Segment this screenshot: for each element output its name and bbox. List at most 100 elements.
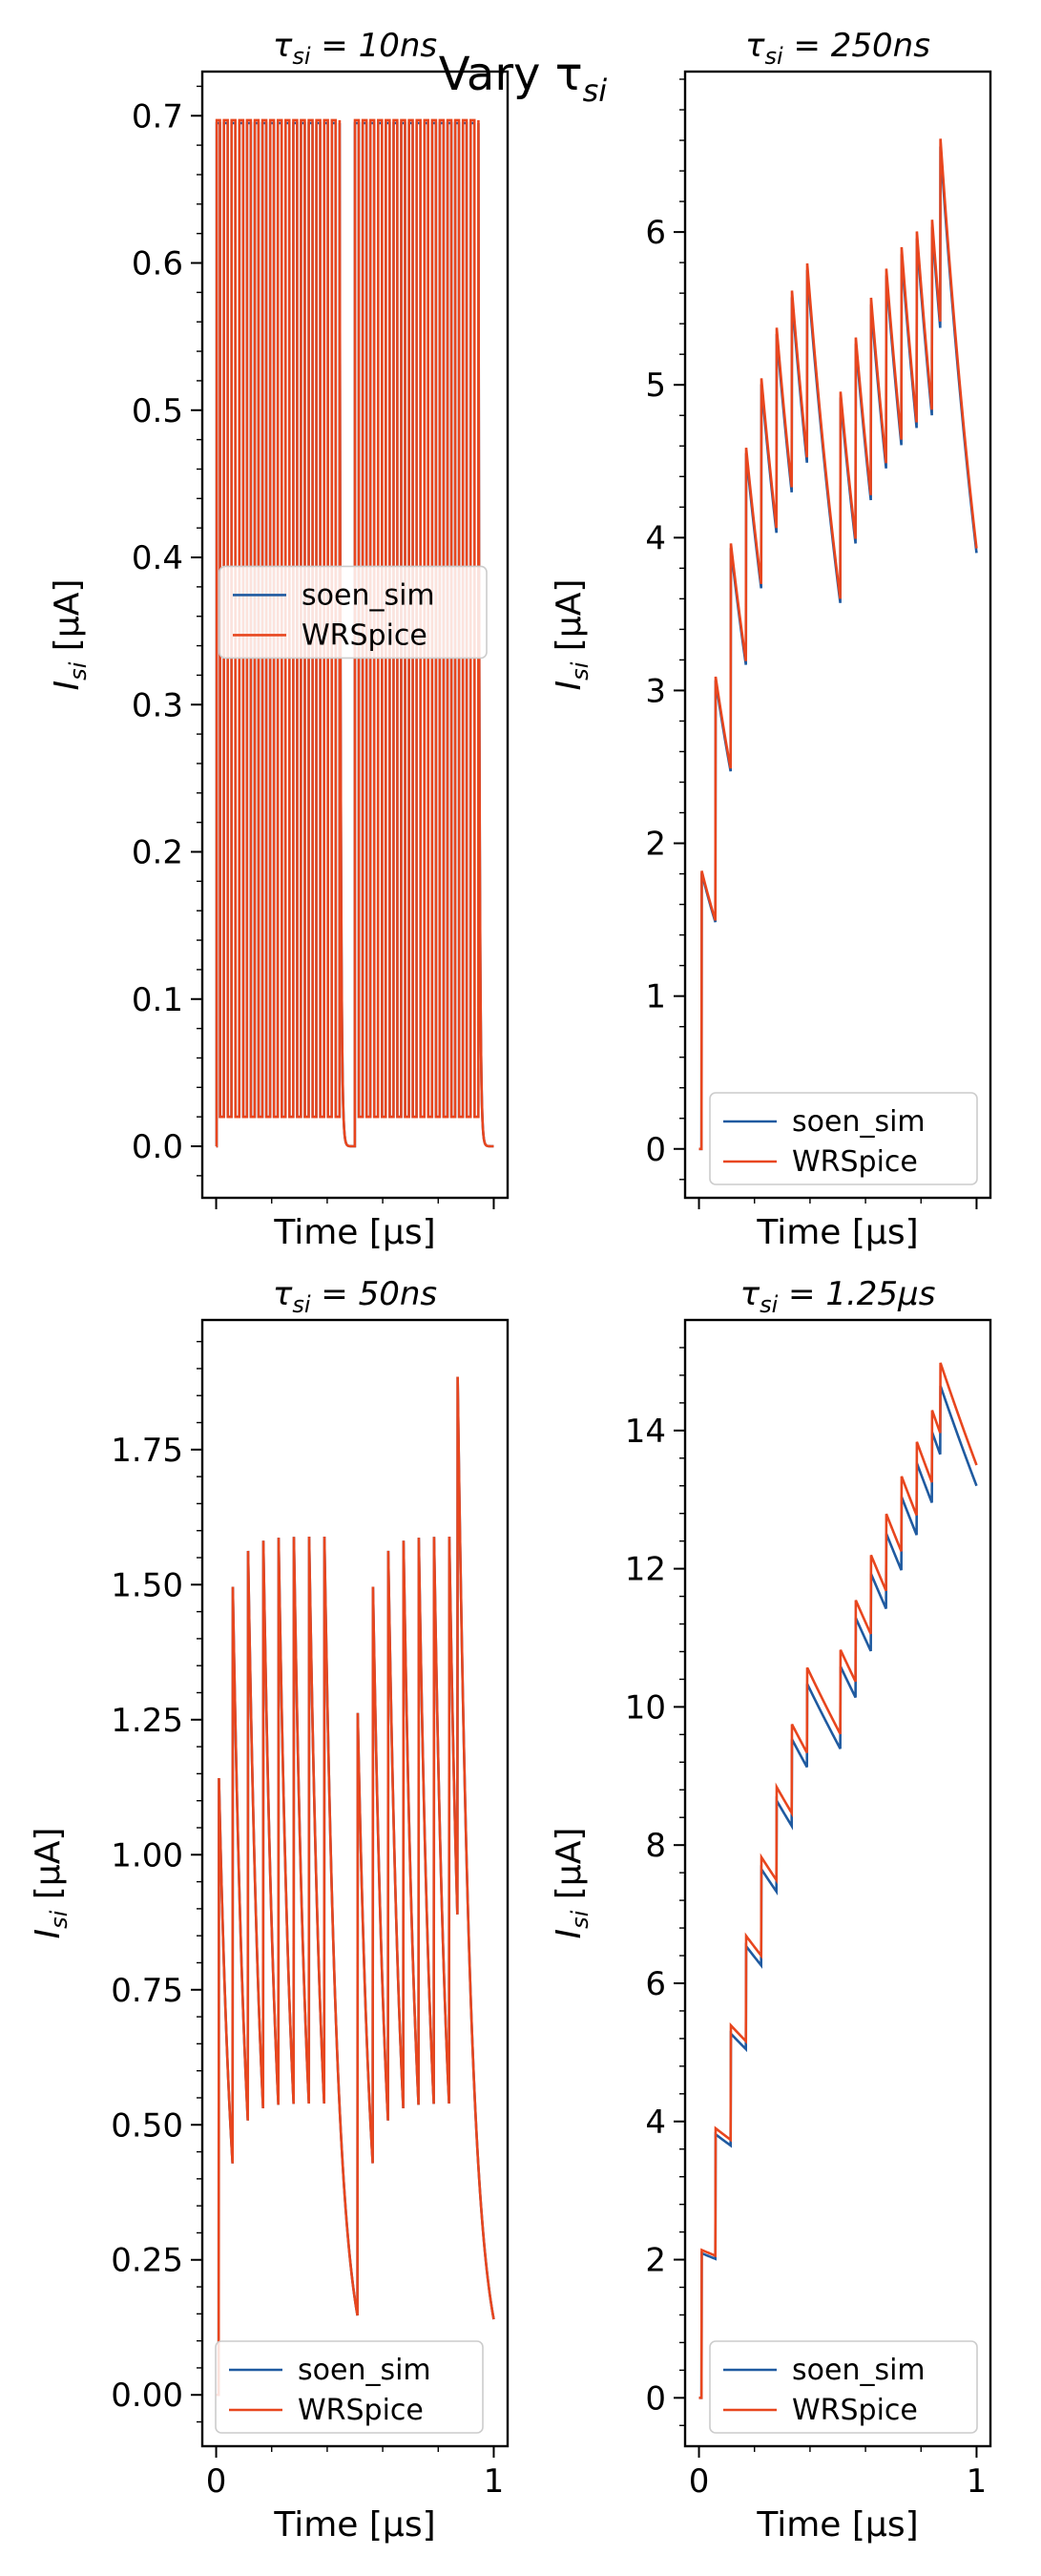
legend: soen_sim WRSpice [709, 1092, 978, 1185]
y-tick-label: 0 [645, 2379, 666, 2418]
y-tick-label: 8 [645, 1827, 666, 1865]
ylabel-main: I [29, 1929, 68, 1939]
y-tick-label: 14 [625, 1413, 666, 1451]
series-line-wrspice [215, 118, 494, 1148]
y-tick-label: 0 [645, 1131, 666, 1169]
y-tick-label: 1.25 [111, 1702, 183, 1740]
subplot-title: τsi = 1.25μs [740, 1275, 936, 1318]
y-tick-label: 6 [645, 214, 666, 252]
ylabel-unit: [μA] [48, 579, 87, 662]
legend-label: WRSpice [298, 2394, 424, 2427]
y-axis-label: Isi [μA] [48, 579, 92, 691]
plot-frame [200, 1318, 510, 2448]
x-axis-label: Time [μs] [756, 2505, 918, 2545]
y-axis-label: Isi [μA] [550, 1828, 593, 1939]
y-tick-label: 0.25 [111, 2242, 183, 2280]
y-axis-label: Isi [μA] [550, 579, 593, 691]
y-tick-label: 10 [625, 1688, 666, 1727]
title-sub: si [760, 1291, 779, 1318]
y-tick-label: 12 [625, 1551, 666, 1589]
y-tick-label: 1.50 [111, 1566, 183, 1604]
x-tick-label: 0 [206, 2462, 227, 2501]
y-tick-label: 0.3 [132, 686, 183, 724]
plot-frame [200, 70, 510, 1200]
subplot-title: τsi = 50ns [273, 1275, 437, 1318]
figure-title: Vary τsi [439, 48, 608, 109]
subplot-title: τsi = 250ns [745, 27, 930, 70]
subplot-title: τsi = 10ns [273, 27, 437, 70]
ylabel-unit: [μA] [550, 1828, 589, 1911]
y-tick-label: 0.50 [111, 2106, 183, 2145]
legend-label: soen_sim [302, 578, 435, 612]
title-tau: τ [273, 27, 293, 65]
legend-label: soen_sim [792, 1105, 926, 1139]
title-tau: τ [273, 1275, 293, 1313]
y-tick-label: 5 [645, 367, 666, 405]
x-axis-label: Time [μs] [756, 1213, 918, 1252]
legend: soen_sim WRSpice [709, 2340, 978, 2434]
ylabel-main: I [48, 681, 87, 691]
ylabel-main: I [550, 1929, 589, 1939]
y-tick-label: 6 [645, 1965, 666, 2003]
y-tick-label: 2 [645, 2242, 666, 2280]
y-tick-label: 0.75 [111, 1972, 183, 2010]
y-tick-label: 1.00 [111, 1836, 183, 1874]
title-sub: si [765, 43, 784, 70]
legend: soen_sim WRSpice [215, 2340, 484, 2434]
plot-frame [683, 1318, 992, 2448]
y-tick-label: 4 [645, 519, 666, 557]
y-tick-label: 4 [645, 2104, 666, 2142]
series-line-soen_sim [698, 146, 978, 1151]
series-line-soen_sim [216, 1376, 495, 2397]
ylabel-unit: [μA] [29, 1828, 68, 1911]
y-tick-label: 0.7 [132, 97, 183, 136]
title-sub: si [292, 1291, 311, 1318]
ylabel-sub: si [567, 661, 593, 681]
legend-label: soen_sim [298, 2354, 431, 2387]
y-tick-label: 1 [645, 978, 666, 1016]
series-line-wrspice [216, 1376, 495, 2397]
y-tick-label: 1.75 [111, 1432, 183, 1470]
ylabel-sub: si [46, 1910, 73, 1929]
legend-label: WRSpice [792, 2394, 918, 2427]
series-line-soen_sim [698, 1385, 978, 2399]
y-tick-label: 2 [645, 826, 666, 864]
legend: soen_sim WRSpice [219, 565, 488, 660]
x-tick-label: 1 [967, 2462, 988, 2501]
y-tick-label: 0.6 [132, 245, 183, 283]
series-line-wrspice [698, 1362, 978, 2399]
y-tick-label: 0.00 [111, 2377, 183, 2415]
title-tau: τ [745, 27, 765, 65]
ylabel-sub: si [567, 1910, 593, 1929]
title-sub: si [292, 43, 311, 70]
y-tick-label: 0.1 [132, 981, 183, 1019]
series-line-wrspice [698, 138, 978, 1151]
x-tick-label: 0 [689, 2462, 710, 2501]
plot-frame [683, 70, 992, 1200]
legend-label: WRSpice [792, 1145, 918, 1179]
title-value: = 1.25μs [778, 1275, 935, 1313]
y-tick-label: 0.2 [132, 834, 183, 872]
ylabel-unit: [μA] [550, 579, 589, 662]
title-tau: τ [740, 1275, 760, 1313]
y-tick-label: 3 [645, 672, 666, 710]
x-axis-label: Time [μs] [273, 2505, 435, 2545]
y-tick-label: 0.5 [132, 392, 183, 430]
x-tick-label: 1 [484, 2462, 505, 2501]
subplot-3: τsi = 50ns0.000.250.500.751.001.251.501.… [29, 1275, 510, 2545]
y-tick-label: 0.4 [132, 539, 183, 577]
title-value: = 10ns [311, 27, 438, 65]
ylabel-main: I [550, 681, 589, 691]
y-tick-label: 0.0 [132, 1128, 183, 1166]
legend-label: soen_sim [792, 2354, 926, 2387]
y-axis-label: Isi [μA] [29, 1828, 73, 1939]
ylabel-sub: si [65, 661, 92, 681]
legend-label: WRSpice [302, 618, 427, 652]
x-axis-label: Time [μs] [273, 1213, 435, 1252]
title-value: = 250ns [783, 27, 930, 65]
title-value: = 50ns [311, 1275, 438, 1313]
